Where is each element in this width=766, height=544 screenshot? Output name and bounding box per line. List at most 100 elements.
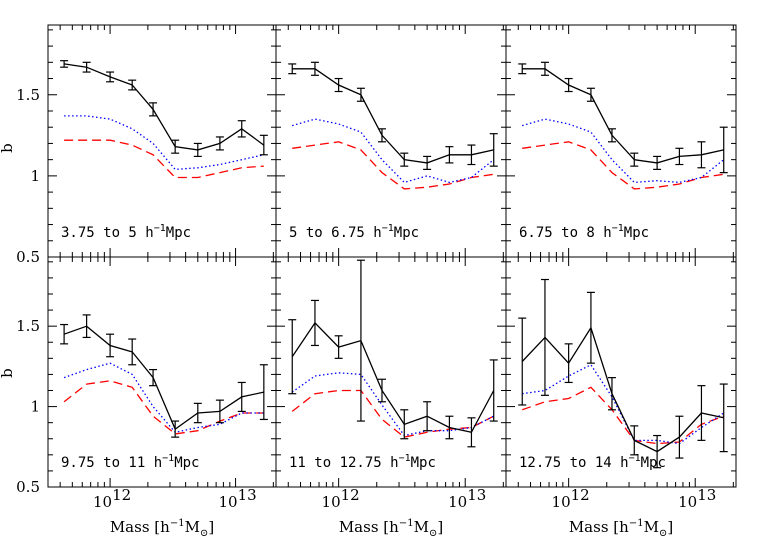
error-bar — [653, 434, 662, 469]
x-axis-label: Mass [h−1M⊙] — [110, 518, 214, 539]
series-dashed-red — [521, 386, 724, 445]
error-bar — [518, 63, 527, 75]
series-dotted-blue — [522, 118, 725, 184]
panel-label: 11 to 12.75 h−1Mpc — [289, 453, 436, 471]
error-bar — [423, 401, 432, 432]
error-bar — [215, 399, 224, 424]
x-tick-label-exponent: 12 — [571, 486, 590, 504]
series-dashed-red — [64, 139, 264, 179]
error-bar — [60, 323, 69, 345]
error-bar — [310, 299, 319, 347]
error-bar — [489, 133, 498, 167]
error-bar — [356, 87, 365, 102]
series-measured — [64, 63, 265, 151]
error-bar — [259, 134, 268, 156]
x-tick-label-exponent: 12 — [112, 486, 131, 504]
y-tick-label: 0.5 — [16, 478, 40, 496]
error-bar — [334, 335, 343, 359]
error-bar — [82, 314, 91, 339]
error-bar — [697, 385, 706, 441]
panel-frame — [275, 256, 507, 488]
error-bar — [719, 126, 728, 174]
error-bar — [697, 141, 706, 169]
error-bar — [288, 319, 297, 395]
x-tick-label-exponent: 12 — [341, 486, 360, 504]
panel-frame — [505, 256, 737, 488]
y-tick-label: 1 — [30, 398, 40, 416]
error-bar — [586, 87, 595, 102]
x-tick-label: 10 — [552, 493, 571, 511]
panel-label: 12.75 to 14 h−1Mpc — [519, 453, 666, 471]
error-bar — [675, 147, 684, 166]
panel-2: 5 to 6.75 h−1Mpc — [275, 24, 507, 258]
panel-grid: 0.5 1 1.5 3.75 to 5 h−1Mpc 5 to 6.75 h−1Mpc 6… — [16, 24, 737, 539]
panel-label: 5 to 6.75 h−1Mpc — [289, 223, 419, 241]
error-bar — [445, 415, 454, 440]
error-bar — [400, 152, 409, 167]
error-bar — [540, 61, 549, 76]
error-bar — [653, 155, 662, 170]
series-group — [518, 61, 728, 190]
axes-labels: b b — [0, 143, 16, 378]
error-bar — [586, 291, 595, 364]
error-bar — [564, 77, 573, 93]
error-bar — [719, 383, 728, 453]
error-bar — [237, 381, 246, 413]
y-axis-label-top: b — [0, 143, 16, 153]
x-tick-label: 10 — [678, 493, 697, 511]
error-bar — [400, 409, 409, 440]
y-tick-label: 1 — [30, 167, 40, 185]
error-bar — [377, 378, 386, 403]
series-dashed-red — [522, 141, 724, 190]
error-bar — [106, 71, 115, 83]
error-bar — [237, 120, 246, 138]
series-measured — [63, 325, 264, 431]
series-dotted-blue — [292, 118, 495, 184]
panel-3: 6.75 to 8 h−1Mpc — [505, 24, 737, 258]
panel-label: 3.75 to 5 h−1Mpc — [61, 223, 191, 241]
series-dotted-blue — [291, 372, 494, 437]
y-tick-label: 1.5 — [16, 317, 40, 335]
error-bar — [607, 377, 616, 411]
error-bar — [445, 146, 454, 164]
y-axis-label-bottom: b — [0, 368, 16, 378]
error-bar — [518, 317, 527, 406]
series-measured — [522, 68, 724, 164]
series-dashed-red — [292, 141, 494, 190]
x-tick-label: 10 — [218, 493, 237, 511]
panel-label: 6.75 to 8 h−1Mpc — [519, 223, 649, 241]
x-tick-label: 10 — [448, 493, 467, 511]
panel-1: 0.5 1 1.5 3.75 to 5 h−1Mpc — [16, 24, 277, 266]
error-bar — [106, 333, 115, 358]
error-bar — [630, 425, 639, 456]
error-bar — [564, 343, 573, 384]
error-bar — [467, 144, 476, 166]
series-group — [60, 314, 268, 438]
error-bar — [607, 128, 616, 143]
error-bar — [259, 364, 268, 421]
error-bar — [171, 139, 180, 154]
series-dashed-red — [291, 389, 494, 438]
error-bar — [423, 155, 432, 170]
error-bar — [149, 368, 158, 387]
series-group — [518, 278, 728, 469]
error-bar — [82, 61, 91, 73]
series-group — [60, 60, 268, 179]
error-bar — [128, 79, 137, 91]
x-axis-label: Mass [h−1M⊙] — [339, 518, 443, 539]
series-dotted-blue — [63, 362, 264, 434]
series-measured — [292, 68, 494, 164]
x-tick-label: 10 — [322, 493, 341, 511]
series-group — [288, 259, 498, 448]
error-bar — [356, 259, 365, 422]
error-bar — [149, 102, 158, 117]
x-axis-label: Mass [h−1M⊙] — [569, 518, 673, 539]
panel-label: 9.75 to 11 h−1Mpc — [61, 453, 200, 471]
error-bar — [215, 136, 224, 151]
y-tick-label: 1.5 — [16, 86, 40, 104]
error-bar — [288, 63, 297, 75]
error-bar — [171, 420, 180, 438]
